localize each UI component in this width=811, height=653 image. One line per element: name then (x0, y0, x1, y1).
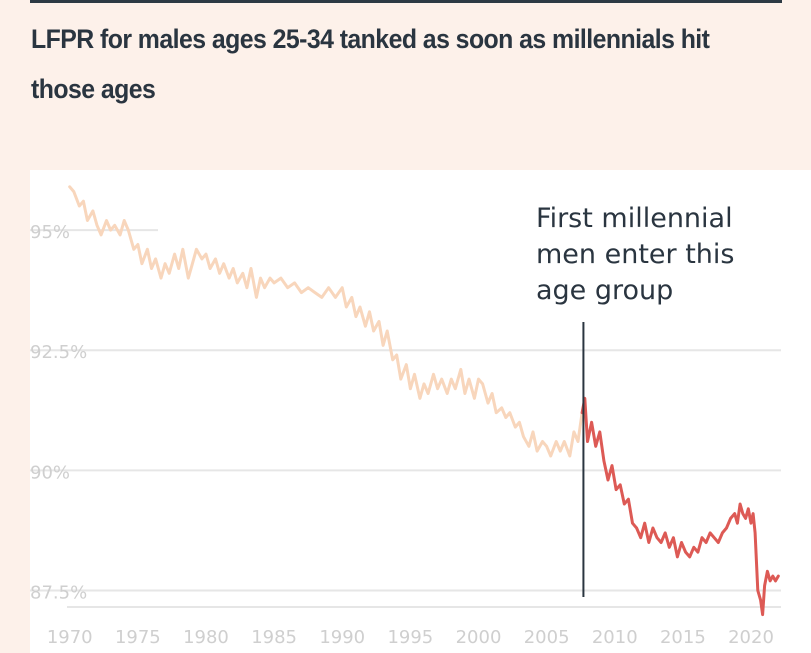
line-chart: 87.5% 90% 92.5% 95% 1970 1975 1980 1985 1990 1995… (30, 185, 781, 648)
x-tick-label: 1975 (115, 627, 161, 648)
series-line-pre-millennial (68, 185, 584, 458)
x-tick-label: 2010 (592, 627, 638, 648)
x-tick-label: 2020 (728, 627, 774, 648)
annotation-text-line: First millennial (536, 203, 733, 234)
x-tick-label: 1990 (319, 627, 365, 648)
x-tick-label: 1985 (251, 627, 297, 648)
chart-title: LFPR for males ages 25-34 tanked as soon… (31, 24, 710, 104)
y-tick-label: 95% (30, 222, 70, 243)
top-rule (30, 0, 782, 3)
y-tick-label: 92.5% (30, 342, 87, 363)
annotation-text-line: age group (536, 275, 673, 306)
y-tick-label: 87.5% (30, 583, 87, 604)
series-line-millennial (580, 396, 780, 617)
x-tick-label: 1995 (387, 627, 433, 648)
x-tick-label: 1980 (183, 627, 229, 648)
y-tick-label: 90% (30, 462, 70, 483)
x-tick-label: 1970 (47, 627, 93, 648)
annotation-text-line: men enter this (536, 239, 734, 270)
plot-panel: 87.5% 90% 92.5% 95% 1970 1975 1980 1985 1990 1995… (30, 170, 811, 653)
x-tick-label: 2015 (660, 627, 706, 648)
x-tick-label: 2005 (524, 627, 570, 648)
x-tick-label: 2000 (456, 627, 502, 648)
